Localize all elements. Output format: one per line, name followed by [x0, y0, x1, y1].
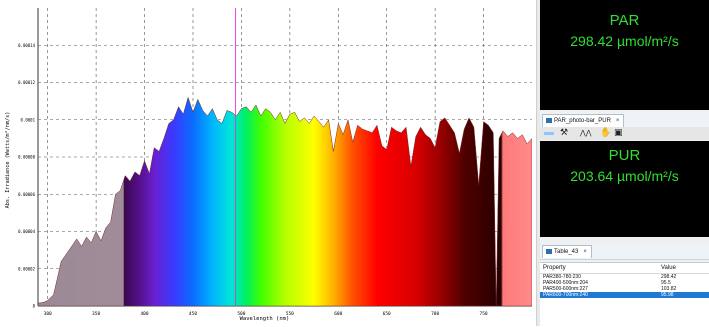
spectrum-chart[interactable]: 300 350 400 450 500 550 600 650 700 750 0 0.00002 0.…	[0, 0, 536, 326]
y-tick-label: 0.00008	[18, 155, 35, 160]
right-panel: PAR 298.42 µmol/m²/s PAR_photo-bar_PUR × …	[540, 0, 709, 327]
tools-icon[interactable]: ⚒	[560, 128, 569, 138]
column-header-value[interactable]: Value	[661, 265, 676, 271]
table-tab-bar: Table_43 ×	[540, 244, 709, 260]
y-tick-label: 0.00006	[18, 192, 35, 197]
plot-toolbar: ⚒ ⋀⋀ ✋ ▣	[540, 127, 709, 140]
x-tick-label: 750	[479, 311, 487, 317]
table-row[interactable]: PAR500-600nm:227 103.82	[540, 286, 709, 292]
table-row[interactable]: PAR380-780:230 298.42	[540, 274, 709, 280]
row-value: 95.98	[661, 292, 674, 298]
row-value: 103.82	[661, 286, 677, 292]
x-axis-title: Wavelength (nm)	[240, 316, 290, 322]
tab-par-photo-bar-pur[interactable]: PAR_photo-bar_PUR ×	[542, 114, 625, 127]
table-row-selected[interactable]: PAR600-700nm:240 95.98	[540, 292, 709, 298]
y-tick-label: 0.0001	[21, 117, 36, 122]
y-tick-label: 0.00014	[18, 43, 35, 48]
row-value: 298.42	[661, 274, 677, 280]
x-tick-label: 300	[44, 311, 52, 317]
toolbar-handle	[544, 132, 554, 135]
spectrum-area	[38, 96, 532, 306]
x-tick-label: 400	[140, 311, 148, 317]
par-title: PAR	[609, 12, 640, 29]
tab-label: Table_43	[554, 249, 579, 255]
close-tab-button[interactable]: ×	[583, 249, 587, 255]
hand-icon[interactable]: ✋	[600, 128, 612, 138]
property-table: Property Value PAR380-780:230 298.42 PAR…	[540, 262, 709, 327]
x-tick-label: 350	[92, 311, 100, 317]
y-tick-label: 0.00002	[18, 266, 35, 271]
y-tick-label: 0.00004	[18, 229, 35, 234]
spectrum-chart-pane[interactable]: 300 350 400 450 500 550 600 650 700 750 0 0.00002 0.…	[0, 0, 536, 326]
column-header-property[interactable]: Property	[543, 265, 566, 271]
pur-readout: PUR 203.64 µmol/m²/s	[540, 141, 709, 237]
pur-value: 203.64 µmol/m²/s	[570, 168, 679, 184]
x-tick-label: 450	[189, 311, 197, 317]
tab-table-43[interactable]: Table_43 ×	[542, 245, 592, 258]
table-row[interactable]: PAR400-500nm:204 95.5	[540, 280, 709, 286]
x-tick-label: 600	[334, 311, 342, 317]
x-tick-label: 650	[383, 311, 391, 317]
pur-title: PUR	[608, 147, 641, 164]
tab-label: PAR_photo-bar_PUR	[554, 118, 611, 124]
row-property: PAR600-700nm:240	[543, 292, 588, 298]
row-property: PAR380-780:230	[543, 274, 581, 280]
row-value: 95.5	[661, 280, 671, 286]
x-tick-label: 700	[431, 311, 439, 317]
peaks-icon[interactable]: ⋀⋀	[580, 129, 592, 137]
window-icon	[546, 117, 552, 123]
row-property: PAR400-500nm:204	[543, 280, 588, 286]
par-value: 298.42 µmol/m²/s	[570, 33, 679, 49]
close-tab-button[interactable]: ×	[615, 118, 620, 124]
pane-splitter[interactable]	[536, 0, 541, 326]
y-tick-label: 0.00012	[18, 80, 35, 85]
y-axis-title: Abs. Irradiance (Watts/m²/nm/s)	[5, 112, 11, 209]
x-tick-label: 500	[237, 311, 245, 317]
par-readout: PAR 298.42 µmol/m²/s	[540, 0, 709, 110]
row-property: PAR500-600nm:227	[543, 286, 588, 292]
table-icon	[546, 248, 552, 254]
y-tick-label: 0	[33, 304, 36, 309]
x-tick-label: 550	[286, 311, 294, 317]
table-header: Property Value	[540, 263, 709, 274]
image-icon[interactable]: ▣	[614, 128, 623, 138]
plot-tab-bar: PAR_photo-bar_PUR ×	[540, 113, 709, 128]
